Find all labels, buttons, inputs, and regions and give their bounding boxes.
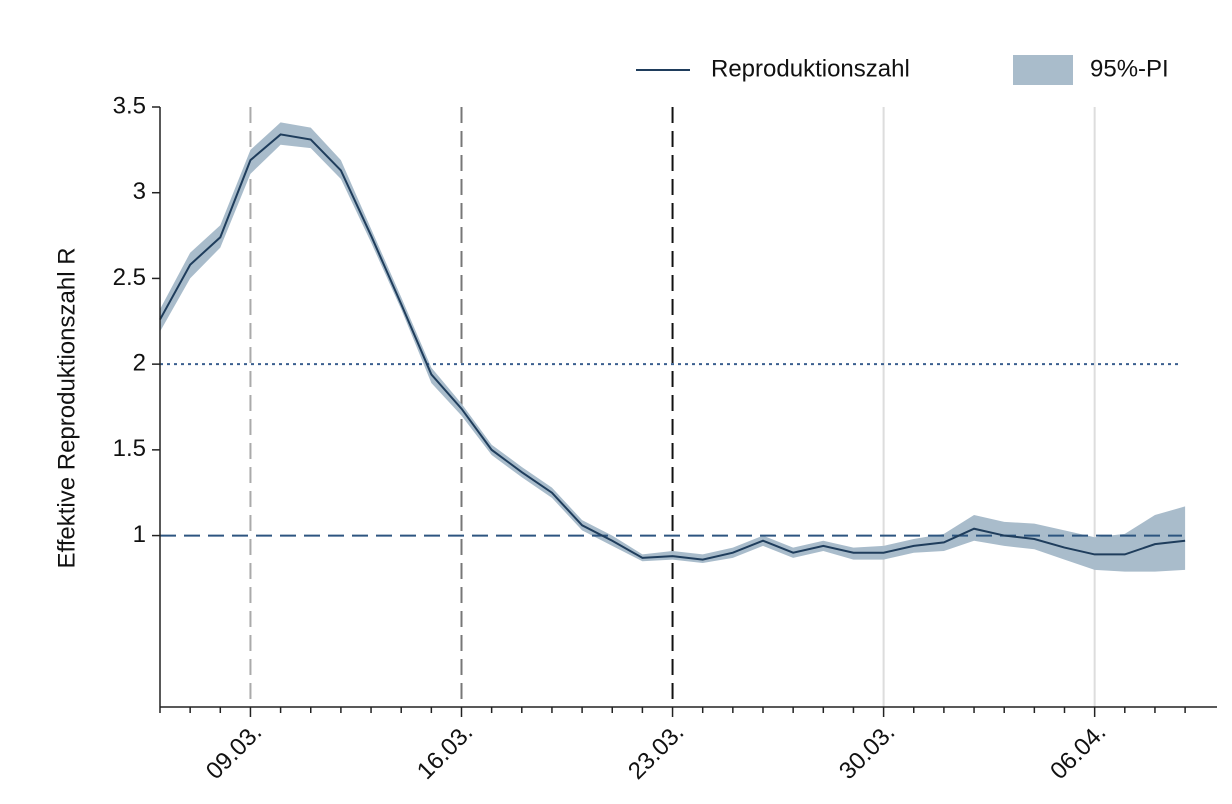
- y-axis-label: Effektive Reproduktionszahl R: [53, 247, 80, 568]
- legend-label: 95%-PI: [1090, 55, 1169, 82]
- y-tick-label: 2: [133, 349, 146, 376]
- legend-label: Reproduktionszahl: [711, 55, 910, 82]
- line: [159, 133, 1186, 561]
- y-tick-label: 1.5: [113, 435, 146, 462]
- legend-swatch: [1013, 55, 1073, 85]
- x-tick-label: 06.04.: [1045, 719, 1111, 785]
- y-tick-label: 3.5: [113, 92, 146, 119]
- y-tick-label: 2.5: [113, 264, 146, 291]
- x-tick-label: 16.03.: [412, 719, 478, 785]
- x-tick-label: 30.03.: [834, 719, 900, 785]
- y-tick-label: 3: [133, 178, 146, 205]
- x-tick-label: 09.03.: [201, 719, 267, 785]
- x-tick-label: 23.03.: [623, 719, 689, 785]
- y-tick-label: 1: [133, 521, 146, 548]
